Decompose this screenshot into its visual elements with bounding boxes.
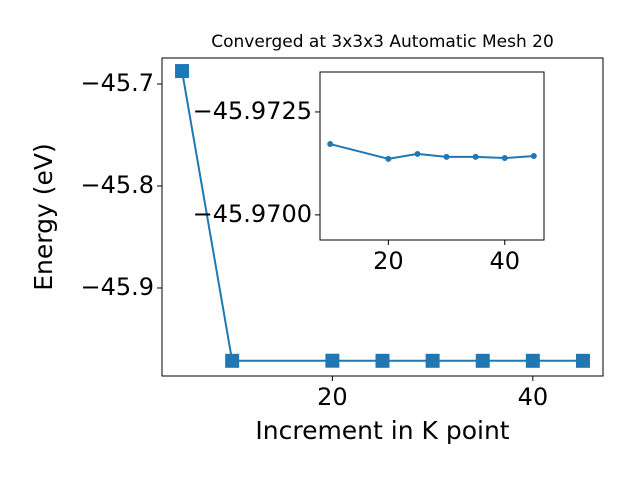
x-tick-label: 20: [373, 247, 404, 275]
chart-title: Converged at 3x3x3 Automatic Mesh 20: [211, 32, 554, 52]
x-tick-label: 20: [317, 383, 348, 411]
data-line: [181, 70, 583, 362]
y-tick-label: −45.8: [80, 171, 154, 199]
marker: [385, 155, 392, 162]
marker: [525, 353, 540, 368]
y-tick-label: −45.9725: [193, 97, 312, 125]
marker: [425, 353, 440, 368]
marker: [327, 141, 334, 148]
x-axis-label: Increment in K point: [255, 416, 509, 445]
y-tick-label: −45.7: [80, 69, 154, 97]
marker: [414, 150, 421, 157]
marker: [530, 153, 537, 159]
marker: [375, 353, 390, 368]
plot-frame: [161, 57, 604, 377]
x-tick-label: 40: [489, 247, 520, 275]
marker: [501, 155, 508, 162]
y-tick-label: −45.9700: [193, 200, 312, 228]
plot-frame: [319, 71, 545, 241]
y-tick-label: −45.9: [80, 273, 154, 301]
marker: [325, 353, 340, 368]
x-tick-label: 40: [518, 383, 549, 411]
marker: [475, 353, 490, 368]
marker: [443, 153, 450, 160]
marker: [175, 64, 190, 79]
marker: [472, 153, 479, 160]
marker: [575, 353, 590, 368]
y-axis-label: Energy (eV): [29, 143, 58, 290]
marker: [225, 353, 240, 368]
